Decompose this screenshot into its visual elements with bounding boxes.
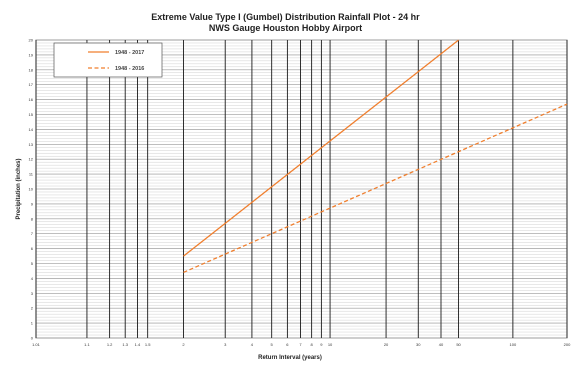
y-tick-label: 6 [31, 246, 34, 251]
x-tick-label: 6 [286, 342, 289, 347]
series-line-2 [183, 103, 568, 273]
y-tick-label: 17 [29, 82, 34, 87]
y-tick-label: 13 [29, 142, 34, 147]
x-tick-label: 1.4 [135, 342, 141, 347]
y-tick-label: 7 [31, 231, 34, 236]
x-tick-label: 3 [224, 342, 227, 347]
legend-box [53, 42, 163, 78]
y-tick-label: 11 [29, 172, 34, 177]
x-tick-label: 7 [299, 342, 302, 347]
x-tick-label: 9 [320, 342, 323, 347]
x-tick-label: 2 [182, 342, 185, 347]
x-tick-label: 8 [311, 342, 314, 347]
y-tick-label: 2 [31, 306, 34, 311]
y-tick-label: 9 [31, 201, 34, 206]
legend-label-2: 1948 - 2016 [115, 66, 144, 72]
y-tick-label: 15 [29, 112, 34, 117]
y-tick-label: 20 [29, 38, 34, 43]
y-tick-label: 16 [29, 97, 34, 102]
x-tick-label: 50 [456, 342, 461, 347]
chart-title: Extreme Value Type I (Gumbel) Distributi… [151, 12, 420, 22]
y-tick-label: 10 [29, 187, 34, 192]
x-tick-label: 1.3 [122, 342, 128, 347]
y-tick-label: 1 [31, 321, 34, 326]
y-tick-label: 0 [31, 336, 34, 341]
x-tick-label: 10 [328, 342, 333, 347]
x-tick-label: 30 [416, 342, 421, 347]
x-tick-label: 1.01 [32, 342, 41, 347]
x-tick-label: 100 [510, 342, 517, 347]
x-tick-label: 5 [271, 342, 274, 347]
x-tick-label: 40 [439, 342, 444, 347]
y-tick-label: 19 [29, 52, 34, 57]
y-tick-label: 5 [31, 261, 34, 266]
x-tick-label: 200 [564, 342, 571, 347]
y-tick-label: 8 [31, 216, 34, 221]
x-tick-label: 1.1 [84, 342, 90, 347]
x-tick-label: 4 [251, 342, 254, 347]
legend-label-1: 1948 - 2017 [115, 50, 144, 56]
y-tick-label: 14 [29, 127, 34, 132]
chart-subtitle: NWS Gauge Houston Hobby Airport [208, 23, 363, 33]
y-tick-label: 4 [31, 276, 34, 281]
series-line-1 [183, 39, 460, 257]
x-axis-label: Return Interval (years) [258, 355, 322, 361]
y-tick-label: 3 [31, 291, 34, 296]
y-axis-label: Precipitation (inches) [16, 158, 22, 219]
x-tick-label: 1.5 [145, 342, 151, 347]
y-tick-label: 18 [29, 67, 34, 72]
x-tick-label: 1.2 [107, 342, 113, 347]
y-tick-label: 12 [29, 157, 34, 162]
x-tick-label: 20 [384, 342, 389, 347]
